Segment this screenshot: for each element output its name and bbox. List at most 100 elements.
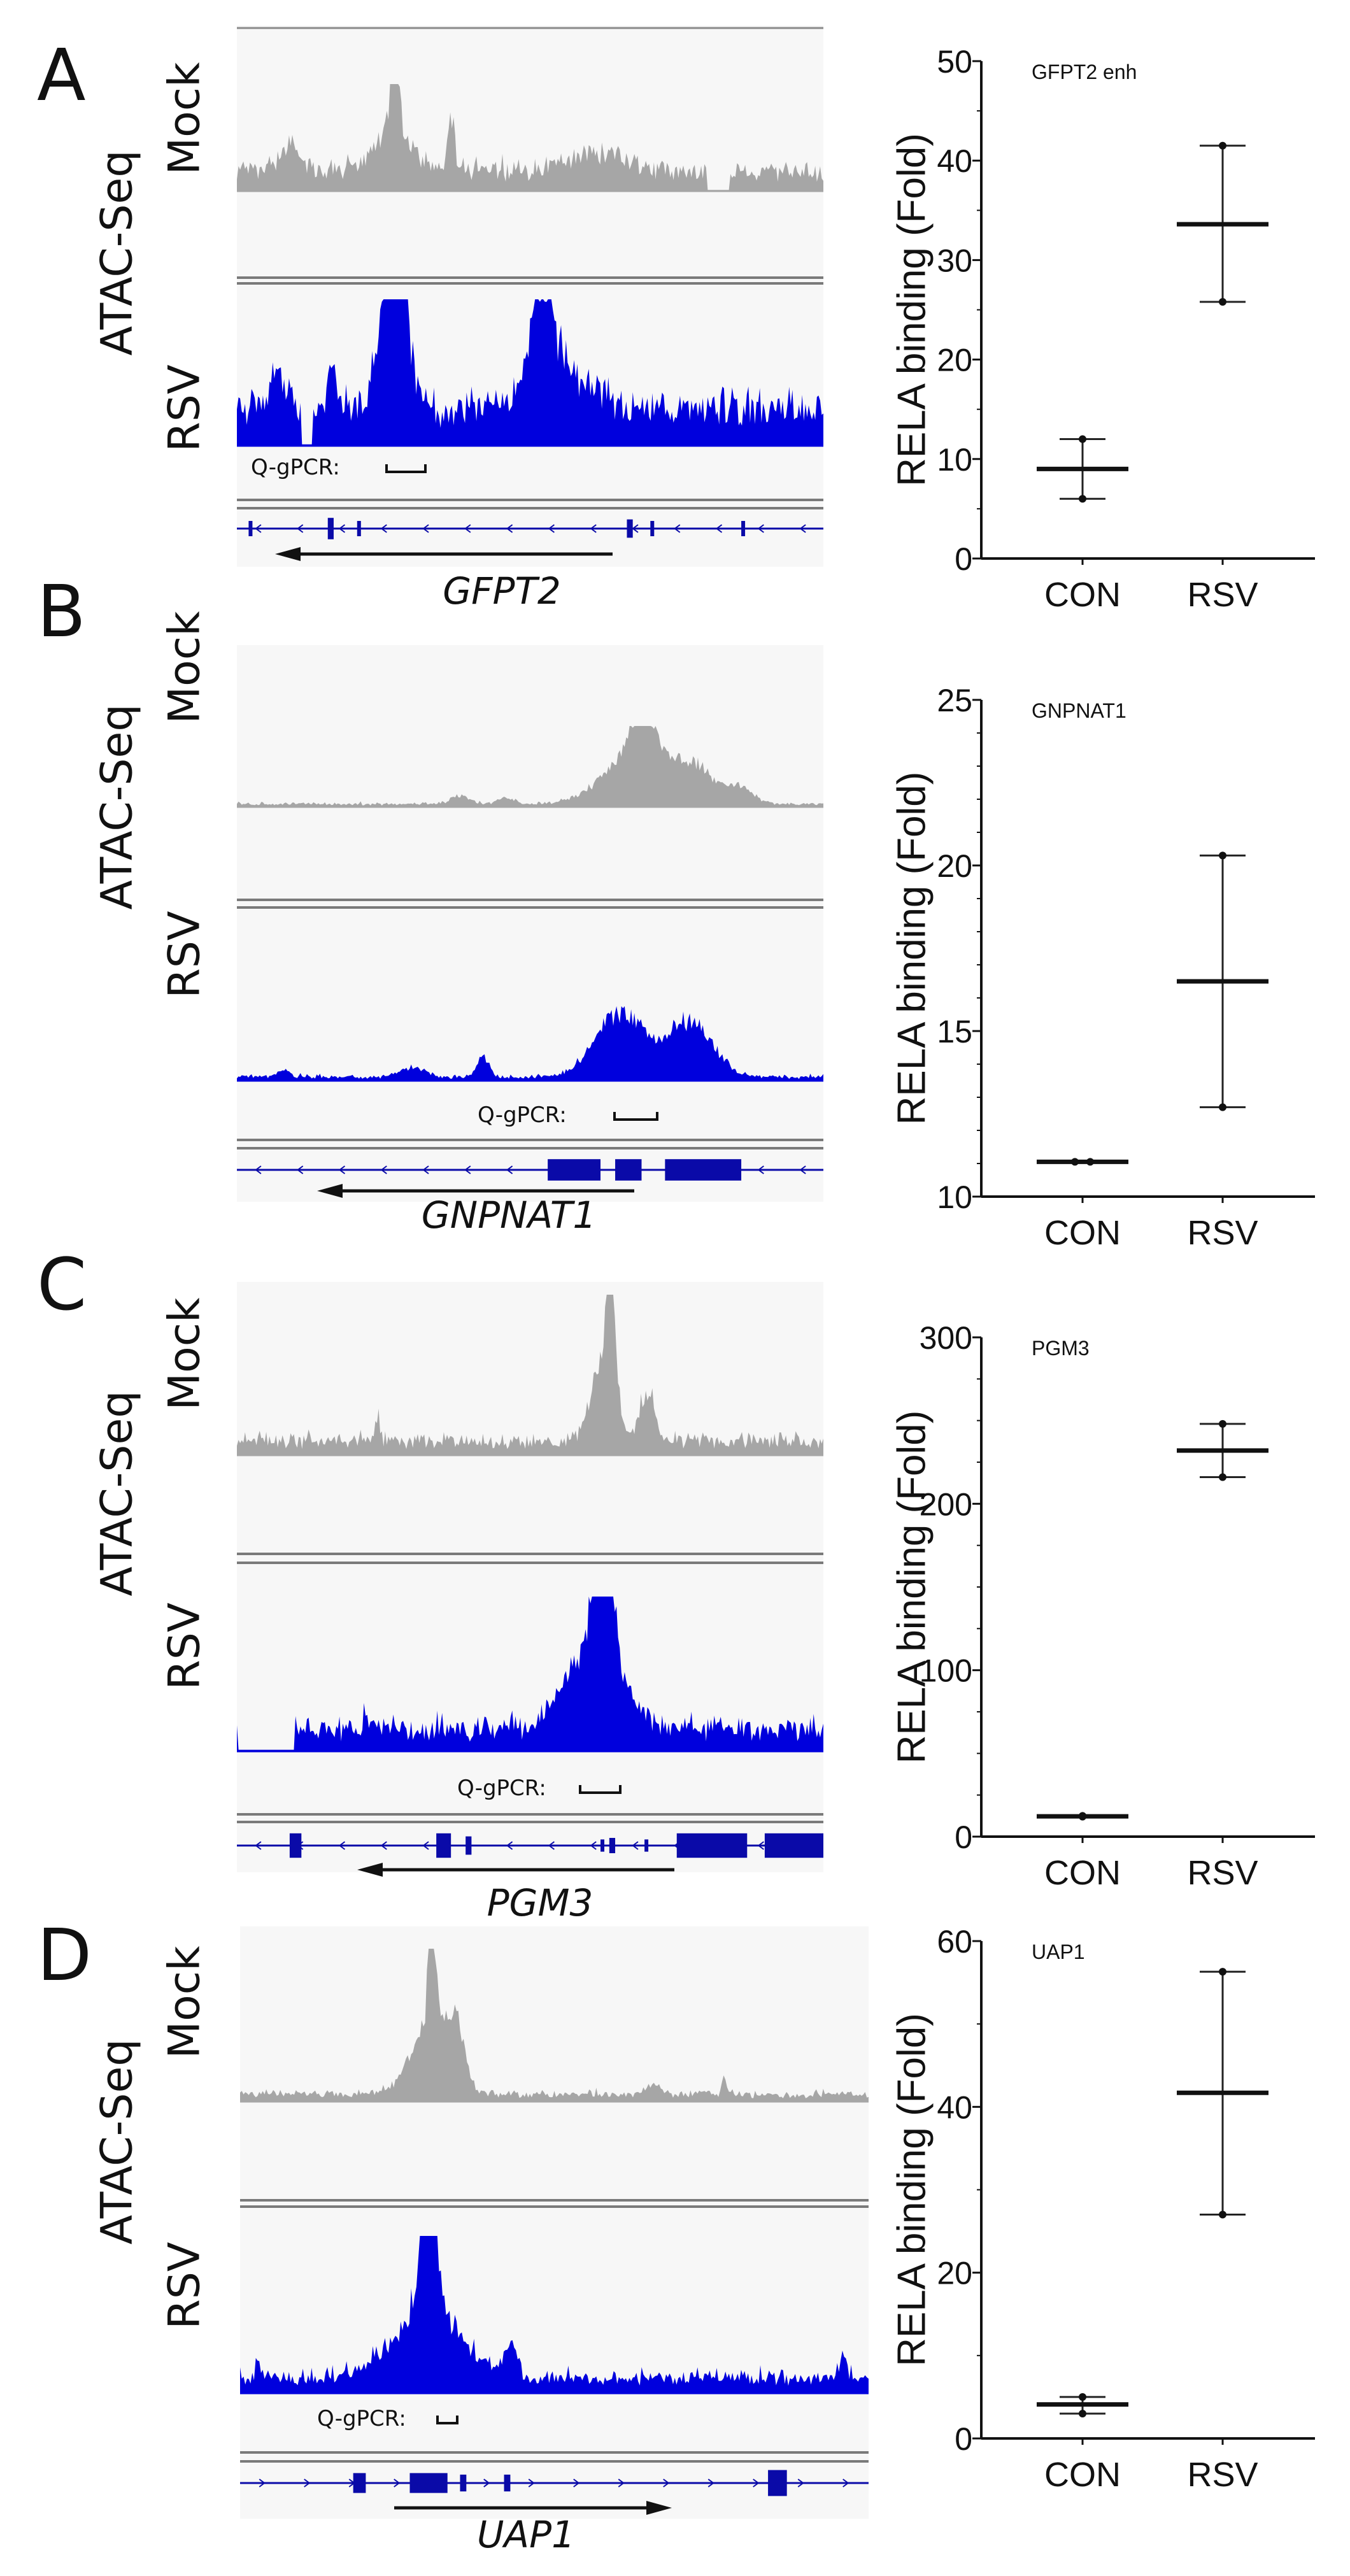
track-label-rsv: RSV: [160, 2242, 210, 2330]
panel-letter: A: [37, 34, 86, 117]
chart-title: GFPT2 enh: [1032, 60, 1137, 83]
strand-chevron-icon: [632, 1841, 639, 1850]
track-label-mock: Mock: [160, 1297, 210, 1411]
y-axis-label: RELA binding (Fold): [890, 133, 934, 487]
strand-chevron-icon: [842, 2479, 849, 2487]
y-axis-label: RELA binding (Fold): [890, 2013, 934, 2366]
gene-name: PGM3: [487, 1881, 593, 1925]
strand-chevron-icon: [380, 1165, 387, 1174]
exon: [609, 1838, 616, 1853]
strand-chevron-icon: [632, 524, 639, 533]
strand-chevron-icon: [394, 2479, 401, 2487]
gene-model: [237, 518, 823, 561]
qpcr-label: Q-gPCR:: [457, 1775, 546, 1801]
y-tick-label: 20: [937, 848, 972, 884]
gene-name: GFPT2: [443, 569, 561, 613]
strand-chevron-icon: [528, 2479, 535, 2487]
assay-label: ATAC-Seq: [92, 704, 143, 910]
strand-chevron-icon: [506, 1841, 513, 1850]
arrowhead-icon: [317, 1184, 343, 1198]
qpcr-label: Q-gPCR:: [317, 2406, 406, 2431]
strand-chevron-icon: [380, 1841, 387, 1850]
qpcr-amplicon-bracket: [579, 1785, 622, 1794]
exon: [353, 2473, 366, 2493]
y-tick-label: 10: [937, 1179, 972, 1215]
strand-chevron-icon: [422, 1165, 429, 1174]
strand-chevron-icon: [297, 524, 304, 533]
y-tick-label: 0: [955, 541, 972, 577]
x-category-label: CON: [1044, 1214, 1121, 1252]
exon: [327, 518, 334, 539]
y-tick-label: 200: [920, 1486, 972, 1522]
chart-d: 0 20 40 60 CON RSV UAP1 RELA binding (Fold): [890, 1924, 1315, 2494]
track-label-rsv: RSV: [160, 911, 210, 999]
exon: [665, 1159, 742, 1181]
arrowhead-icon: [275, 547, 301, 561]
strand-chevron-icon: [422, 524, 429, 533]
strand-chevron-icon: [338, 524, 346, 533]
x-category-label: CON: [1044, 1854, 1121, 1892]
exon: [357, 521, 361, 536]
x-category-label: CON: [1044, 576, 1121, 614]
y-tick-label: 20: [937, 343, 972, 378]
y-tick-label: 300: [920, 1320, 972, 1356]
browser-tracks: Q-gPCR:: [237, 1282, 823, 1877]
strand-chevron-icon: [259, 2479, 266, 2487]
assay-label: ATAC-Seq: [92, 2039, 143, 2245]
strand-chevron-icon: [753, 2479, 760, 2487]
y-tick-label: 0: [955, 2421, 972, 2457]
y-axis-label: RELA binding (Fold): [890, 1411, 934, 1764]
strand-chevron-icon: [573, 2479, 580, 2487]
strand-chevron-icon: [548, 1841, 555, 1850]
track-label-rsv: RSV: [160, 1603, 210, 1690]
y-tick-label: 0: [955, 1819, 972, 1855]
gene-model: [240, 2470, 869, 2515]
strand-chevron-icon: [464, 1165, 471, 1174]
strand-chevron-icon: [304, 2479, 311, 2487]
mock-coverage-track: [237, 726, 823, 807]
strand-chevron-icon: [590, 524, 597, 533]
exon: [627, 519, 633, 538]
rsv-coverage-track: [237, 1597, 823, 1751]
y-axis-label: RELA binding (Fold): [890, 772, 934, 1125]
browser-tracks: Q-gPCR:: [237, 645, 823, 1202]
track-label-mock: Mock: [160, 1946, 210, 2059]
gene-model: [237, 1833, 823, 1877]
strand-chevron-icon: [255, 1841, 262, 1850]
strand-chevron-icon: [715, 524, 723, 533]
data-point: [1219, 1103, 1226, 1111]
x-category-label: RSV: [1187, 1214, 1258, 1252]
y-tick-label: 20: [937, 2256, 972, 2291]
strand-chevron-icon: [590, 1841, 597, 1850]
strand-chevron-icon: [506, 524, 513, 533]
qpcr-amplicon-bracket: [613, 1112, 658, 1121]
qpcr-label: Q-gPCR:: [478, 1102, 567, 1128]
exon: [676, 1833, 748, 1858]
assay-label: ATAC-Seq: [92, 1391, 143, 1597]
strand-chevron-icon: [757, 524, 764, 533]
exon: [768, 2470, 787, 2496]
strand-chevron-icon: [674, 524, 681, 533]
data-point: [1079, 2393, 1086, 2401]
qpcr-amplicon-bracket: [385, 464, 427, 473]
panel-letter: C: [37, 1244, 87, 1327]
exon: [741, 521, 746, 536]
arrowhead-icon: [646, 2501, 672, 2515]
data-point: [1079, 2409, 1086, 2417]
gene-name: GNPNAT1: [422, 1193, 596, 1237]
gene-model: [237, 1159, 823, 1198]
exon: [465, 1836, 472, 1855]
panel-letter: B: [37, 571, 86, 653]
panel-a: A Q-gPCR: GFPT2 Mock ATAC-Seq RSV: [37, 25, 823, 613]
strand-chevron-icon: [663, 2479, 670, 2487]
data-point: [1219, 851, 1226, 860]
chart-title: GNPNAT1: [1032, 699, 1126, 722]
rsv-coverage-track: [237, 299, 823, 446]
strand-chevron-icon: [799, 524, 806, 533]
strand-chevron-icon: [338, 1165, 346, 1174]
data-point: [1219, 1968, 1226, 1976]
strand-chevron-icon: [422, 1841, 429, 1850]
strand-chevron-icon: [506, 1165, 513, 1174]
y-tick-label: 10: [937, 442, 972, 478]
